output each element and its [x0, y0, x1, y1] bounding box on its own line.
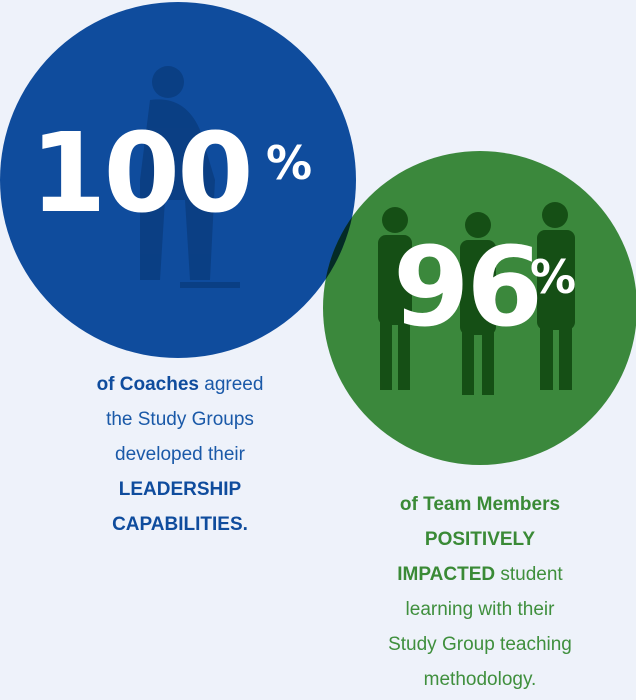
caption-text: student — [495, 564, 563, 585]
caption-bold: CAPABILITIES. — [112, 514, 248, 535]
caption-text: agreed — [199, 374, 263, 395]
caption: of Coaches agreed the Study Groups develop… — [60, 367, 300, 542]
caption-text: learning with their — [406, 599, 555, 620]
caption-bold: POSITIVELY — [425, 529, 535, 550]
stat-number: 96 — [393, 232, 540, 342]
caption-text: the Study Groups — [106, 409, 254, 430]
caption-bold: LEADERSHIP — [119, 479, 241, 500]
stat-unit: % — [266, 140, 312, 186]
caption-text: methodology. — [424, 669, 537, 690]
caption-bold: IMPACTED — [397, 564, 495, 585]
caption-bold: of Coaches — [97, 374, 199, 395]
caption-bold: of Team Members — [400, 494, 560, 515]
caption: of Team Members POSITIVELY IMPACTED studen… — [350, 487, 610, 697]
infographic: 100 % 96 % of Coaches agreed the Study Gr… — [0, 0, 636, 700]
stat-number: 100 — [30, 118, 251, 228]
caption-text: Study Group teaching — [388, 634, 572, 655]
stat-unit: % — [530, 254, 576, 300]
caption-text: developed their — [115, 444, 245, 465]
